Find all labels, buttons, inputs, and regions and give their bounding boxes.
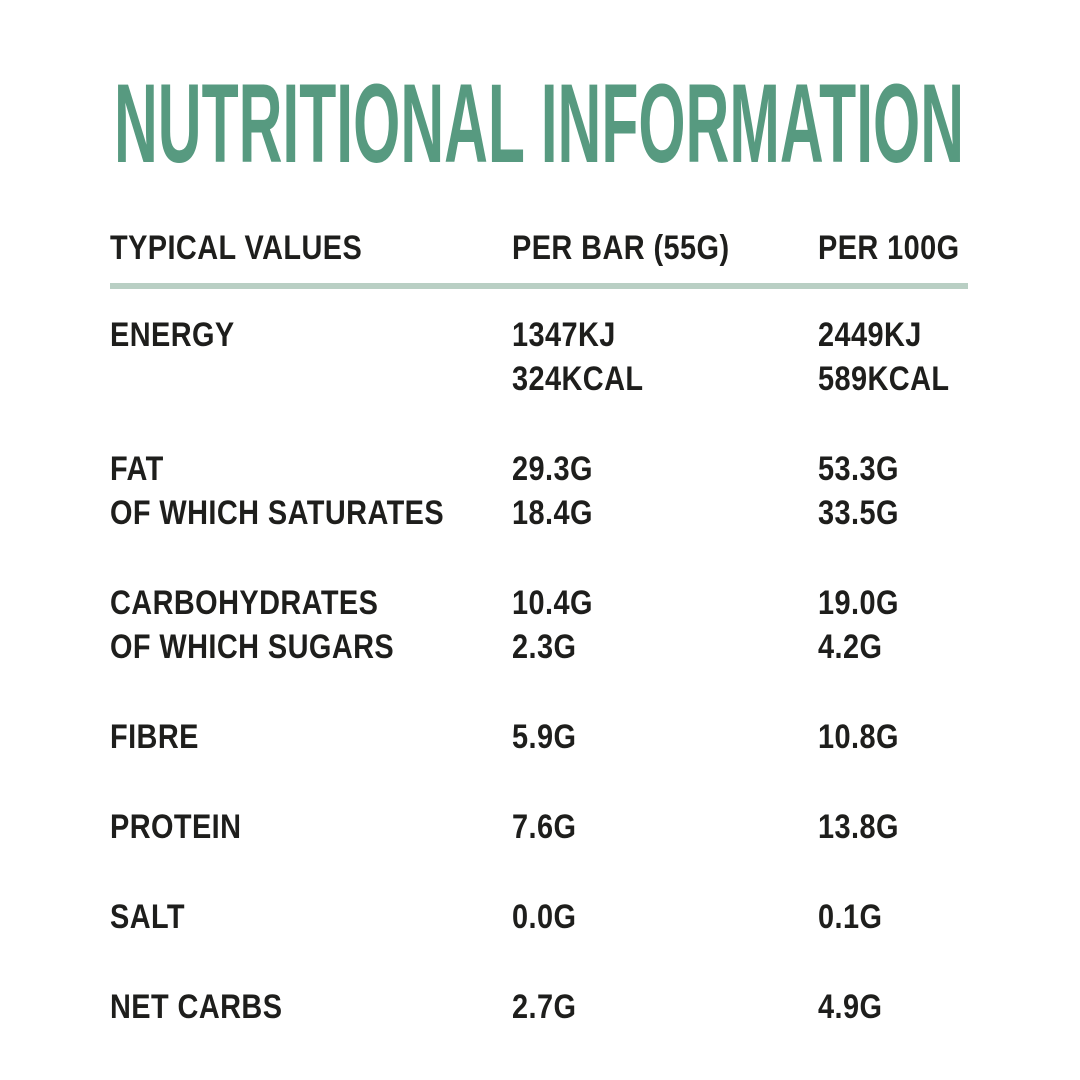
table-row-saturates: OF WHICH SATURATES 18.4G 33.5G (110, 491, 968, 535)
row-label: OF WHICH SATURATES (110, 494, 445, 532)
row-value-per-100g: 589KCAL (818, 360, 950, 398)
row-label (110, 370, 512, 388)
row-value-per-100g: 4.9G (818, 988, 883, 1026)
nutrition-table: TYPICAL VALUES PER BAR (55G) PER 100G EN… (110, 226, 968, 1029)
table-header-row: TYPICAL VALUES PER BAR (55G) PER 100G (110, 226, 968, 270)
row-label: CARBOHYDRATES (110, 584, 379, 622)
table-row-energy-kcal: 324KCAL 589KCAL (110, 357, 968, 401)
table-row-fibre: FIBRE 5.9G 10.8G (110, 715, 968, 759)
header-per-bar: PER BAR (55G) (512, 229, 730, 267)
page-title: NUTRITIONAL INFORMATION (114, 74, 964, 170)
row-value-per-100g: 19.0G (818, 584, 899, 622)
table-row-net-carbs: NET CARBS 2.7G 4.9G (110, 985, 968, 1029)
table-row-fat: FAT 29.3G 53.3G (110, 447, 968, 491)
header-divider (110, 283, 968, 289)
header-per-100g: PER 100G (818, 229, 960, 267)
row-value-per-bar: 10.4G (512, 584, 593, 622)
row-value-per-bar: 1347KJ (512, 316, 616, 354)
row-value-per-100g: 0.1G (818, 898, 883, 936)
row-value-per-bar: 18.4G (512, 494, 593, 532)
title-container: NUTRITIONAL INFORMATION (112, 61, 968, 186)
row-label: NET CARBS (110, 988, 283, 1026)
table-row-sugars: OF WHICH SUGARS 2.3G 4.2G (110, 625, 968, 669)
row-value-per-bar: 0.0G (512, 898, 577, 936)
row-value-per-bar: 29.3G (512, 450, 593, 488)
row-value-per-100g: 13.8G (818, 808, 899, 846)
table-row-protein: PROTEIN 7.6G 13.8G (110, 805, 968, 849)
row-value-per-bar: 7.6G (512, 808, 577, 846)
header-typical-values: TYPICAL VALUES (110, 229, 363, 267)
table-row-salt: SALT 0.0G 0.1G (110, 895, 968, 939)
row-label: FIBRE (110, 718, 199, 756)
row-value-per-100g: 10.8G (818, 718, 899, 756)
row-label: OF WHICH SUGARS (110, 628, 395, 666)
row-value-per-100g: 2449KJ (818, 316, 922, 354)
row-label: ENERGY (110, 316, 235, 354)
row-value-per-bar: 2.3G (512, 628, 577, 666)
row-value-per-bar: 324KCAL (512, 360, 644, 398)
row-value-per-bar: 5.9G (512, 718, 577, 756)
row-value-per-100g: 4.2G (818, 628, 883, 666)
table-row-energy: ENERGY 1347KJ 2449KJ (110, 313, 968, 357)
row-value-per-100g: 53.3G (818, 450, 899, 488)
table-row-carbohydrates: CARBOHYDRATES 10.4G 19.0G (110, 581, 968, 625)
row-value-per-bar: 2.7G (512, 988, 577, 1026)
row-label: PROTEIN (110, 808, 242, 846)
row-value-per-100g: 33.5G (818, 494, 899, 532)
row-label: SALT (110, 898, 186, 936)
row-label: FAT (110, 450, 164, 488)
